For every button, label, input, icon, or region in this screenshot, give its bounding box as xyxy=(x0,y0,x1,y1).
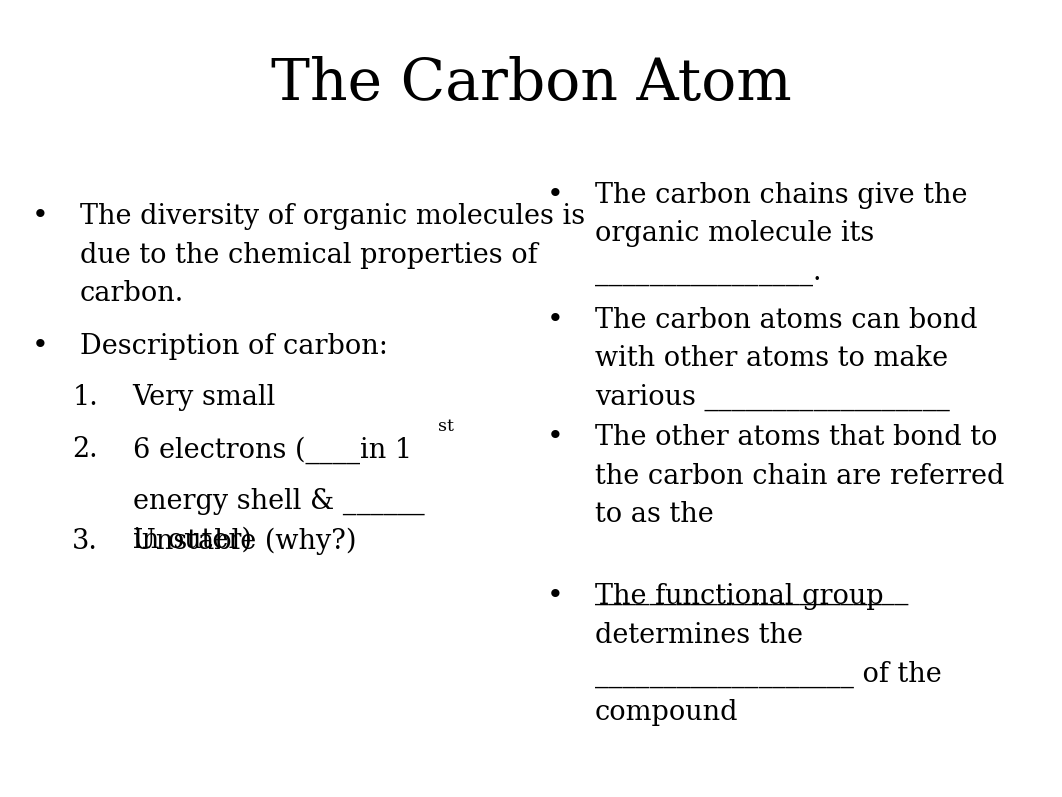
Text: 6 electrons (____in 1: 6 electrons (____in 1 xyxy=(133,436,412,464)
Text: •: • xyxy=(547,182,564,209)
Text: Unstable (why?): Unstable (why?) xyxy=(133,528,356,555)
Text: st: st xyxy=(438,418,453,435)
Text: •: • xyxy=(547,307,564,334)
Text: The carbon chains give the
organic molecule its
________________.: The carbon chains give the organic molec… xyxy=(595,182,967,286)
Text: energy shell & ______
in outer): energy shell & ______ in outer) xyxy=(133,488,425,554)
Text: •: • xyxy=(32,203,49,230)
Text: 1.: 1. xyxy=(72,384,98,411)
Text: The functional group
determines the
___________________ of the
compound: The functional group determines the ____… xyxy=(595,583,942,726)
Text: Very small: Very small xyxy=(133,384,276,411)
Text: 2.: 2. xyxy=(72,436,98,463)
Text: The Carbon Atom: The Carbon Atom xyxy=(271,56,791,112)
Text: •: • xyxy=(32,333,49,360)
Text: Description of carbon:: Description of carbon: xyxy=(80,333,388,360)
Text: 3.: 3. xyxy=(72,528,98,555)
Text: The diversity of organic molecules is
due to the chemical properties of
carbon.: The diversity of organic molecules is du… xyxy=(80,203,585,308)
Text: •: • xyxy=(547,583,564,611)
Text: The other atoms that bond to
the carbon chain are referred
to as the

__________: The other atoms that bond to the carbon … xyxy=(595,424,1004,606)
Text: The carbon atoms can bond
with other atoms to make
various __________________: The carbon atoms can bond with other ato… xyxy=(595,307,977,411)
Text: •: • xyxy=(547,424,564,451)
